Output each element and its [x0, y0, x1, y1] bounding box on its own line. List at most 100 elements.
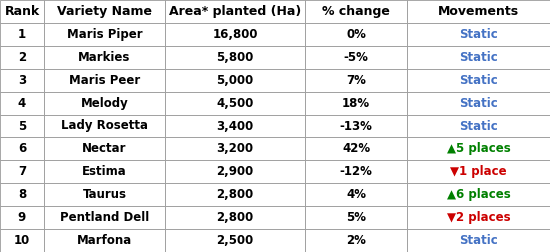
Bar [44, 115, 165, 137]
Text: Movements: Movements [438, 5, 519, 18]
Bar [0, 183, 44, 206]
Bar [305, 206, 407, 229]
Text: Static: Static [459, 28, 498, 41]
Bar [165, 183, 305, 206]
Text: 0%: 0% [346, 28, 366, 41]
Text: 2%: 2% [346, 234, 366, 247]
Bar [0, 46, 44, 69]
Text: 16,800: 16,800 [212, 28, 258, 41]
Bar [407, 206, 550, 229]
Text: 1: 1 [18, 28, 26, 41]
Text: 7: 7 [18, 165, 26, 178]
Bar [44, 46, 165, 69]
Bar [305, 137, 407, 160]
Bar [305, 46, 407, 69]
Text: Estima: Estima [82, 165, 127, 178]
Text: % change: % change [322, 5, 390, 18]
Bar [44, 229, 165, 252]
Text: 3,400: 3,400 [217, 119, 254, 133]
Text: Maris Piper: Maris Piper [67, 28, 142, 41]
Bar [44, 137, 165, 160]
Bar [0, 206, 44, 229]
Bar [165, 23, 305, 46]
Text: Static: Static [459, 97, 498, 110]
Text: 10: 10 [14, 234, 30, 247]
Text: 7%: 7% [346, 74, 366, 87]
Text: 5: 5 [18, 119, 26, 133]
Text: 42%: 42% [342, 142, 370, 155]
Text: Area* planted (Ha): Area* planted (Ha) [169, 5, 301, 18]
Text: Marfona: Marfona [77, 234, 132, 247]
Bar [44, 92, 165, 115]
Bar [165, 206, 305, 229]
Text: 5,000: 5,000 [217, 74, 254, 87]
Text: ▼1 place: ▼1 place [450, 165, 507, 178]
Bar [407, 183, 550, 206]
Text: Static: Static [459, 119, 498, 133]
Bar [165, 160, 305, 183]
Bar [305, 0, 407, 23]
Text: 5,800: 5,800 [217, 51, 254, 64]
Bar [407, 160, 550, 183]
Text: 5%: 5% [346, 211, 366, 224]
Text: 2,800: 2,800 [217, 211, 254, 224]
Bar [305, 69, 407, 92]
Bar [44, 183, 165, 206]
Text: 3,200: 3,200 [217, 142, 254, 155]
Bar [0, 229, 44, 252]
Bar [165, 229, 305, 252]
Bar [0, 23, 44, 46]
Bar [407, 137, 550, 160]
Bar [305, 229, 407, 252]
Bar [0, 115, 44, 137]
Bar [305, 115, 407, 137]
Bar [0, 137, 44, 160]
Bar [165, 69, 305, 92]
Text: -12%: -12% [340, 165, 372, 178]
Text: Melody: Melody [81, 97, 128, 110]
Bar [44, 69, 165, 92]
Bar [407, 92, 550, 115]
Text: -5%: -5% [344, 51, 368, 64]
Bar [0, 92, 44, 115]
Text: 2,500: 2,500 [217, 234, 254, 247]
Text: ▲6 places: ▲6 places [447, 188, 510, 201]
Bar [165, 0, 305, 23]
Text: ▲5 places: ▲5 places [447, 142, 510, 155]
Bar [305, 23, 407, 46]
Text: Variety Name: Variety Name [57, 5, 152, 18]
Bar [44, 23, 165, 46]
Text: 8: 8 [18, 188, 26, 201]
Text: 18%: 18% [342, 97, 370, 110]
Text: -13%: -13% [340, 119, 372, 133]
Text: 2: 2 [18, 51, 26, 64]
Bar [305, 183, 407, 206]
Bar [407, 115, 550, 137]
Text: Static: Static [459, 74, 498, 87]
Text: Rank: Rank [4, 5, 40, 18]
Text: 4: 4 [18, 97, 26, 110]
Text: 3: 3 [18, 74, 26, 87]
Text: 9: 9 [18, 211, 26, 224]
Bar [165, 137, 305, 160]
Text: 6: 6 [18, 142, 26, 155]
Bar [0, 0, 44, 23]
Text: Maris Peer: Maris Peer [69, 74, 140, 87]
Bar [0, 69, 44, 92]
Bar [44, 206, 165, 229]
Text: Nectar: Nectar [82, 142, 126, 155]
Text: Lady Rosetta: Lady Rosetta [61, 119, 148, 133]
Text: Pentland Dell: Pentland Dell [60, 211, 149, 224]
Text: 4,500: 4,500 [217, 97, 254, 110]
Text: Static: Static [459, 51, 498, 64]
Bar [305, 160, 407, 183]
Text: Markies: Markies [78, 51, 131, 64]
Bar [407, 46, 550, 69]
Bar [407, 0, 550, 23]
Bar [44, 0, 165, 23]
Bar [407, 69, 550, 92]
Text: 2,800: 2,800 [217, 188, 254, 201]
Bar [44, 160, 165, 183]
Bar [407, 229, 550, 252]
Text: Taurus: Taurus [82, 188, 126, 201]
